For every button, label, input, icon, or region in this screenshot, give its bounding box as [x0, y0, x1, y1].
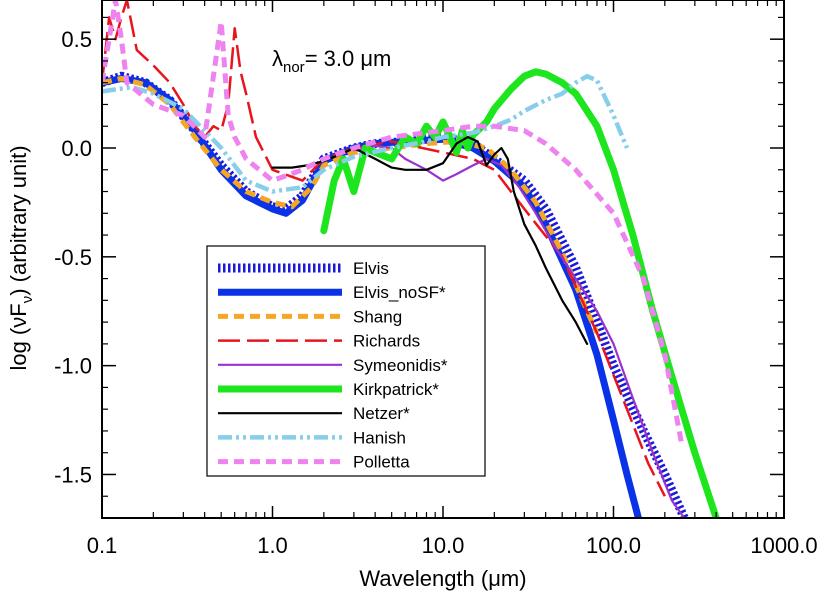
series-line-hanish	[102, 73, 630, 194]
annotation-lambda-value: = 3.0 μm	[305, 46, 392, 71]
ticks-layer	[101, 0, 785, 519]
x-axis-title: Wavelength (μm)	[359, 566, 526, 591]
x-tick-label: 0.1	[87, 533, 118, 558]
legend-label-elvis-nosf: Elvis_noSF*	[353, 283, 446, 302]
y-tick-label: -0.5	[54, 245, 92, 270]
tick-labels-layer: 0.1 1.0 10.0 100.0 1000.0 0.5 0.0 -0.5 -1.0 -1.5	[54, 27, 818, 558]
y-axis-title-tail: ) (arbitrary unit)	[6, 145, 31, 295]
legend-label-richards: Richards	[353, 332, 420, 351]
annotation-lambda-symbol: λ	[272, 46, 283, 71]
legend-label-kirkpatrick: Kirkpatrick*	[353, 380, 439, 399]
legend-label-polletta: Polletta	[353, 453, 410, 472]
x-tick-label: 1000.0	[750, 533, 817, 558]
legend-items: Elvis Elvis_noSF* Shang Richards Symeonidis*…	[218, 259, 448, 472]
series-line-richards	[102, 0, 666, 497]
x-tick-label: 100.0	[586, 533, 641, 558]
legend-label-hanish: Hanish	[353, 428, 406, 447]
y-tick-label: 0.5	[61, 27, 92, 52]
y-tick-label: -1.5	[54, 462, 92, 487]
x-tick-label: 1.0	[257, 533, 288, 558]
x-tick-label: 10.0	[422, 533, 465, 558]
annotation-lambda-sub: nor	[283, 59, 305, 76]
legend-label-elvis: Elvis	[353, 259, 389, 278]
y-tick-label: 0.0	[61, 136, 92, 161]
y-axis-title: log (νFν) (arbitrary unit)	[6, 145, 36, 370]
annotation-lambda: λnor= 3.0 μm	[272, 46, 391, 76]
legend-label-shang: Shang	[353, 307, 402, 326]
y-tick-label: -1.0	[54, 354, 92, 379]
legend: Elvis Elvis_noSF* Shang Richards Symeonidis*…	[206, 245, 486, 477]
y-axis-title-sub: ν	[19, 296, 36, 304]
legend-label-symeonidis: Symeonidis*	[353, 356, 448, 375]
legend-label-netzer: Netzer*	[353, 404, 410, 423]
series-line-polletta	[102, 0, 684, 443]
series-layer	[102, 0, 720, 518]
y-axis-title-main: log (νF	[6, 303, 31, 370]
